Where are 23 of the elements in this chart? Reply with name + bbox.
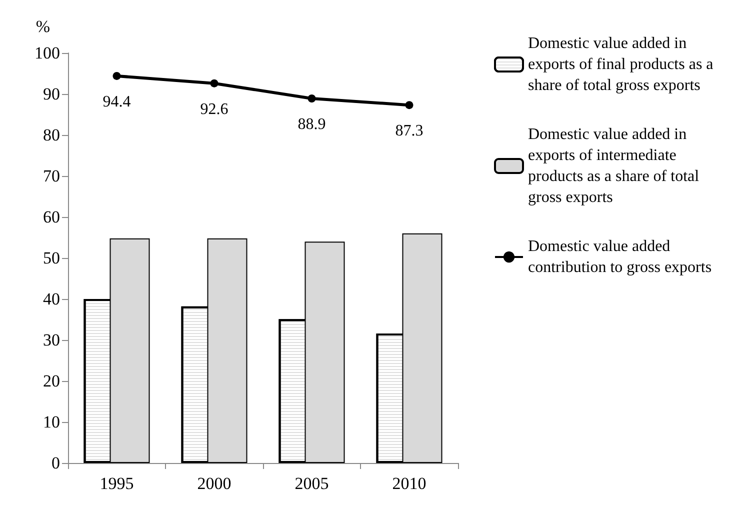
- x-tick-label: 2005: [294, 474, 329, 493]
- data-label: 88.9: [298, 116, 326, 134]
- y-tick-label: 80: [43, 126, 60, 144]
- y-tick-label: 50: [43, 248, 60, 268]
- y-tick-label: 0: [52, 454, 60, 472]
- y-tick-label: 70: [43, 166, 60, 186]
- legend-label: Domestic value added contribution to gross exports: [528, 238, 712, 276]
- legend-label: Domestic value added in exports of final products as a share of total gross exports: [528, 35, 718, 94]
- legend-label: Domestic value added in exports of intermediate products as a share of total gross exports: [528, 126, 704, 206]
- x-tick-label: 2010: [392, 474, 426, 493]
- x-tick-label: 1995: [100, 474, 134, 493]
- y-tick-label: 20: [43, 372, 60, 390]
- y-tick-label: 60: [43, 208, 60, 226]
- y-tick-label: 30: [43, 330, 60, 350]
- y-axis-title: %: [36, 17, 50, 36]
- y-tick-label: 10: [43, 412, 60, 432]
- y-tick-label: 90: [43, 84, 60, 104]
- y-tick-label: 40: [43, 290, 60, 308]
- data-label: 94.4: [102, 93, 131, 110]
- y-tick-label: 100: [34, 44, 60, 62]
- data-label: 87.3: [395, 122, 424, 140]
- data-label: 92.6: [200, 100, 228, 118]
- x-tick-label: 2000: [197, 474, 232, 493]
